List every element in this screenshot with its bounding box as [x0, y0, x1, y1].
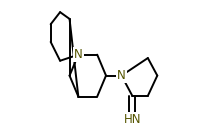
Text: N: N [117, 69, 126, 82]
Text: HN: HN [124, 113, 141, 126]
Text: N: N [74, 48, 83, 61]
